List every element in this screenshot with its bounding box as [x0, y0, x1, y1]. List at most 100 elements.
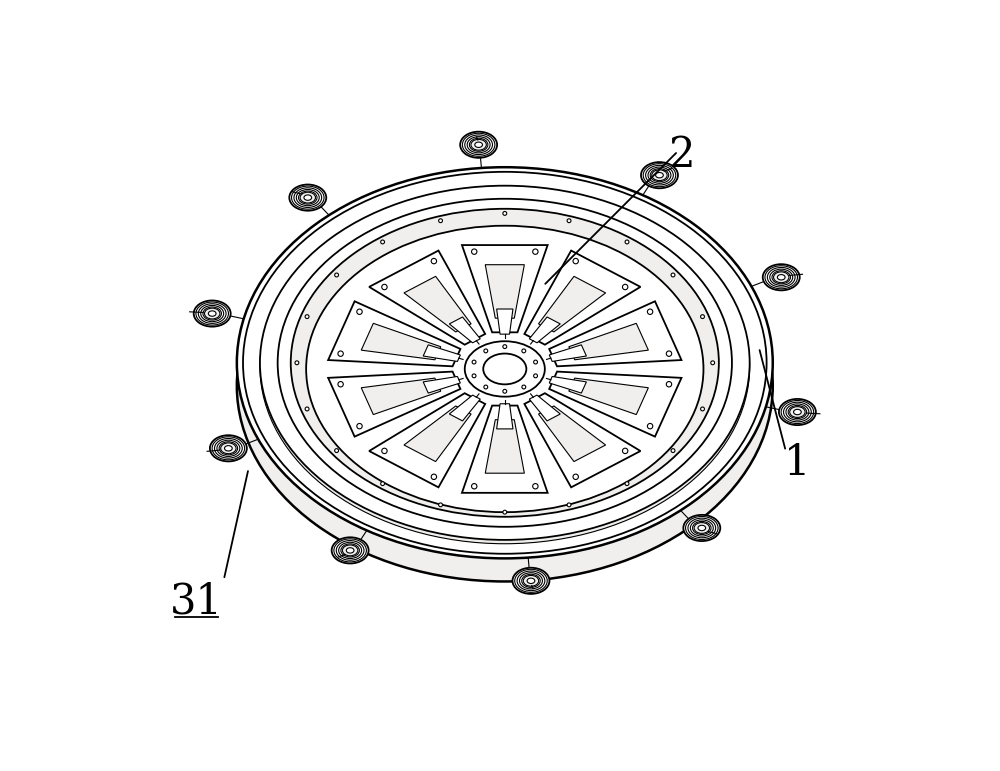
Ellipse shape: [342, 545, 358, 556]
Circle shape: [484, 385, 488, 389]
Polygon shape: [462, 406, 548, 493]
Text: 31: 31: [170, 581, 223, 622]
Circle shape: [533, 483, 538, 489]
Ellipse shape: [203, 307, 221, 320]
Circle shape: [382, 284, 387, 290]
Ellipse shape: [643, 163, 676, 187]
Ellipse shape: [462, 133, 495, 157]
Ellipse shape: [686, 517, 718, 540]
Circle shape: [472, 374, 476, 378]
Circle shape: [701, 407, 704, 411]
Ellipse shape: [467, 136, 490, 153]
Ellipse shape: [777, 274, 785, 280]
Circle shape: [335, 449, 339, 453]
Text: 2: 2: [669, 134, 695, 176]
Ellipse shape: [784, 402, 811, 422]
Circle shape: [534, 360, 537, 364]
Ellipse shape: [698, 525, 706, 530]
Circle shape: [666, 382, 672, 387]
Ellipse shape: [294, 188, 322, 207]
Circle shape: [671, 449, 675, 453]
Circle shape: [573, 474, 578, 480]
Polygon shape: [449, 317, 480, 343]
Ellipse shape: [341, 544, 359, 557]
Ellipse shape: [765, 266, 797, 289]
Ellipse shape: [208, 311, 216, 316]
Ellipse shape: [688, 518, 716, 538]
Ellipse shape: [215, 439, 242, 458]
Ellipse shape: [515, 569, 547, 592]
Ellipse shape: [781, 400, 814, 423]
Circle shape: [472, 360, 476, 364]
Ellipse shape: [465, 342, 545, 396]
Circle shape: [567, 219, 571, 223]
Polygon shape: [569, 378, 648, 415]
Ellipse shape: [641, 162, 678, 188]
Polygon shape: [485, 264, 524, 318]
Polygon shape: [449, 395, 480, 421]
Circle shape: [503, 389, 507, 393]
Circle shape: [534, 374, 537, 378]
Circle shape: [439, 219, 442, 223]
Ellipse shape: [194, 301, 231, 327]
Ellipse shape: [291, 209, 719, 517]
Text: 1: 1: [784, 442, 811, 484]
Ellipse shape: [690, 520, 713, 536]
Polygon shape: [497, 404, 513, 429]
Ellipse shape: [339, 542, 362, 558]
Polygon shape: [549, 372, 681, 436]
Polygon shape: [538, 406, 606, 462]
Ellipse shape: [475, 142, 482, 147]
Ellipse shape: [243, 172, 767, 554]
Ellipse shape: [790, 406, 805, 417]
Ellipse shape: [306, 226, 703, 512]
Circle shape: [503, 510, 507, 514]
Circle shape: [522, 349, 526, 353]
Circle shape: [335, 273, 339, 277]
Circle shape: [472, 483, 477, 489]
Ellipse shape: [646, 165, 673, 185]
Ellipse shape: [774, 272, 789, 283]
Ellipse shape: [292, 186, 324, 209]
Ellipse shape: [260, 186, 750, 540]
Polygon shape: [328, 301, 460, 366]
Ellipse shape: [289, 184, 326, 210]
Ellipse shape: [219, 442, 238, 455]
Ellipse shape: [786, 404, 809, 420]
Circle shape: [295, 361, 299, 365]
Circle shape: [382, 448, 387, 453]
Circle shape: [472, 249, 477, 254]
Ellipse shape: [471, 140, 486, 150]
Ellipse shape: [788, 406, 807, 419]
Ellipse shape: [648, 167, 671, 183]
Polygon shape: [549, 376, 586, 393]
Ellipse shape: [779, 399, 816, 425]
Ellipse shape: [332, 537, 369, 564]
Circle shape: [484, 349, 488, 353]
Ellipse shape: [767, 268, 795, 287]
Polygon shape: [485, 419, 524, 473]
Ellipse shape: [198, 304, 226, 323]
Ellipse shape: [346, 547, 354, 553]
Ellipse shape: [693, 521, 711, 534]
Polygon shape: [529, 317, 560, 343]
Ellipse shape: [217, 440, 240, 456]
Ellipse shape: [296, 190, 319, 206]
Ellipse shape: [237, 190, 773, 581]
Circle shape: [503, 211, 507, 215]
Circle shape: [381, 482, 385, 486]
Circle shape: [381, 240, 385, 244]
Ellipse shape: [763, 264, 800, 291]
Circle shape: [357, 423, 362, 429]
Ellipse shape: [794, 409, 801, 415]
Circle shape: [622, 448, 628, 453]
Polygon shape: [524, 251, 640, 345]
Circle shape: [647, 423, 653, 429]
Circle shape: [647, 309, 653, 315]
Ellipse shape: [523, 575, 539, 586]
Polygon shape: [361, 378, 441, 415]
Ellipse shape: [694, 523, 710, 534]
Ellipse shape: [683, 515, 720, 541]
Polygon shape: [462, 245, 548, 332]
Circle shape: [431, 474, 437, 480]
